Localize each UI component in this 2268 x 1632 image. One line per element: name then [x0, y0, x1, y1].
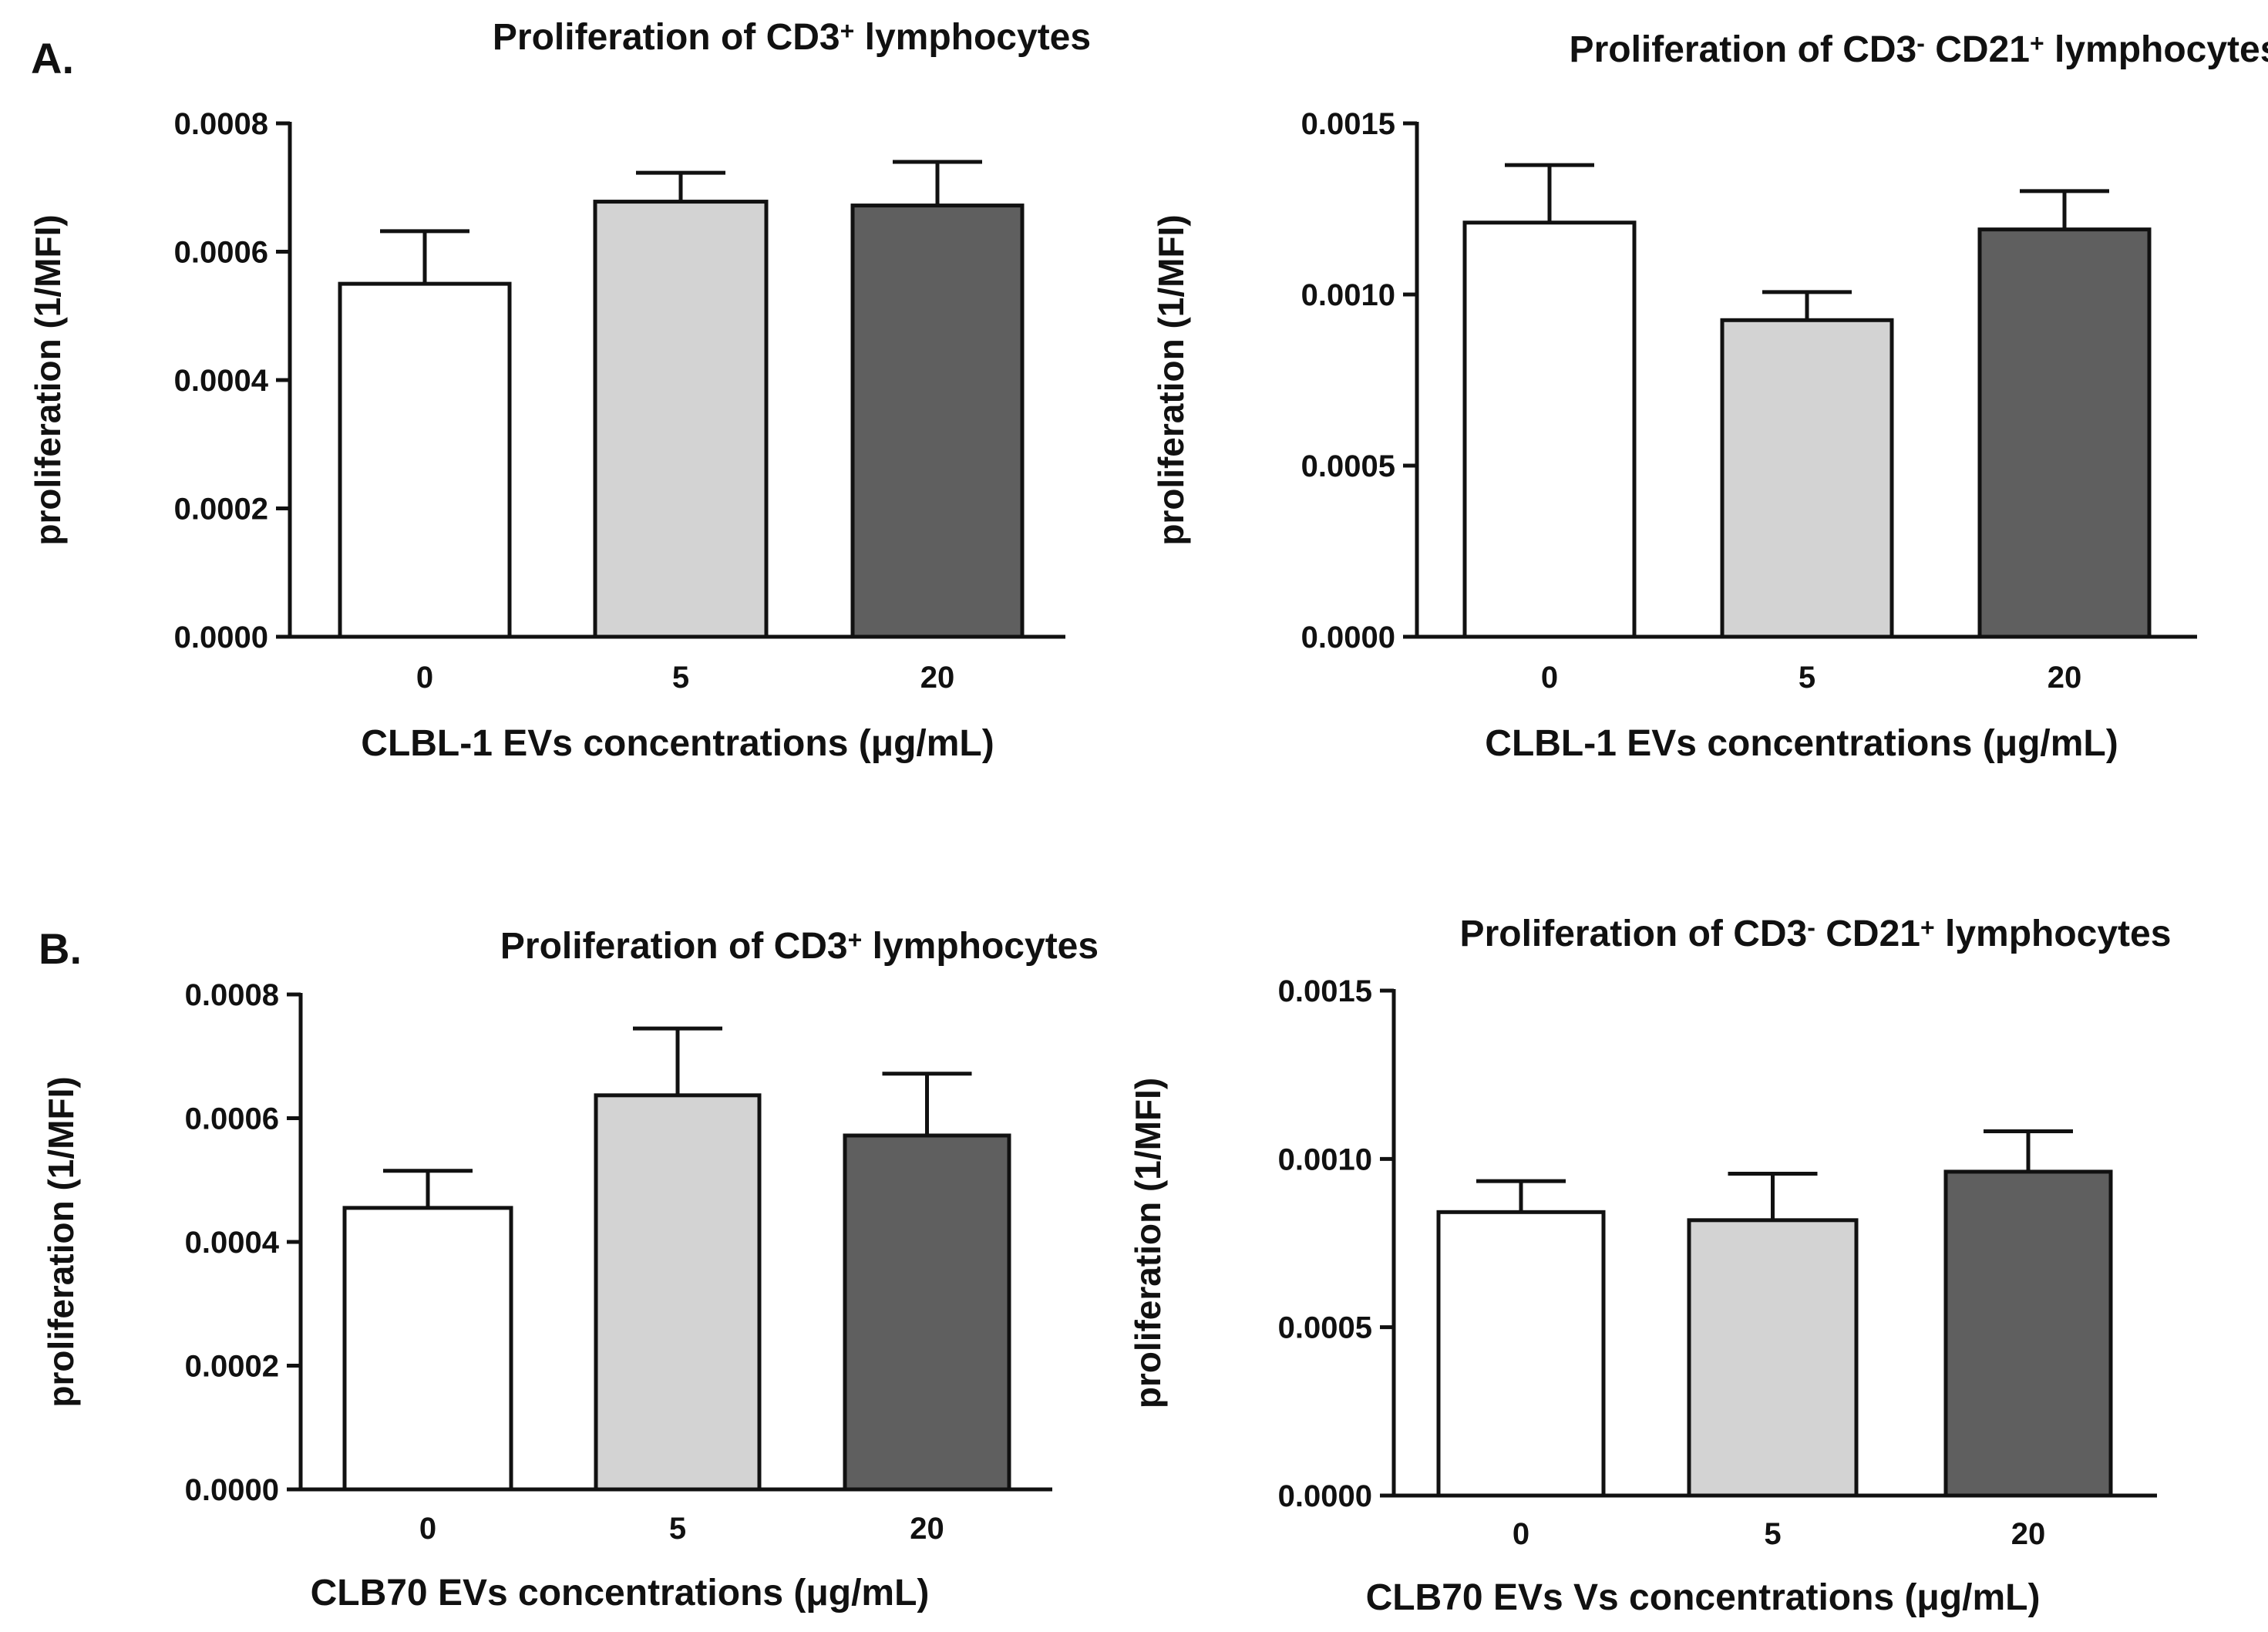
- x-tick-label: 5: [669, 1512, 686, 1546]
- chart-title: Proliferation of CD3+ lymphocytes: [493, 17, 1091, 58]
- title-text: Proliferation of CD3: [1570, 29, 1917, 70]
- title-text: lymphocytes: [1935, 914, 2172, 954]
- y-tick-label: 0.0008: [174, 107, 268, 141]
- chart-panel-1: A. Proliferation of CD3+ lymphocytes 0 5 20 0…: [28, 17, 1091, 764]
- title-superscript: +: [1920, 914, 1935, 941]
- chart-title: Proliferation of CD3- CD21+ lymphocytes: [1570, 29, 2268, 70]
- bar-20: [850, 204, 1025, 639]
- x-tick-label: 20: [920, 661, 955, 695]
- x-axis-label: CLB70 EVs concentrations (μg/mL): [311, 1573, 930, 1613]
- chart-panel-2: Proliferation of CD3- CD21+ lymphocytes 0…: [1151, 29, 2268, 764]
- bar-20: [843, 1133, 1011, 1492]
- title-text: CD21: [1815, 914, 1920, 954]
- y-tick-label: 0.0004: [174, 364, 269, 398]
- y-tick-label: 0.0004: [185, 1226, 280, 1260]
- y-tick-label: 0.0002: [185, 1350, 279, 1384]
- title-text: lymphocytes: [862, 926, 1099, 967]
- x-tick-label: 0: [416, 661, 433, 695]
- y-tick-label: 0.0015: [1301, 107, 1395, 141]
- x-axis-label: CLBL-1 EVs concentrations (μg/mL): [361, 723, 994, 764]
- y-axis-label: proliferation (1/MFI): [1128, 1078, 1168, 1408]
- bar-0: [1436, 1210, 1606, 1498]
- title-superscript: +: [848, 926, 863, 954]
- y-tick-label: 0.0015: [1278, 974, 1372, 1008]
- x-tick-label: 5: [672, 661, 689, 695]
- title-superscript: +: [2030, 29, 2044, 57]
- y-tick-label: 0.0002: [174, 493, 268, 527]
- title-text: lymphocytes: [2044, 29, 2268, 70]
- title-superscript: -: [1807, 914, 1815, 941]
- bar-5: [593, 200, 769, 639]
- bar-0: [342, 1206, 513, 1492]
- bar-5: [1687, 1218, 1859, 1498]
- y-axis-label: proliferation (1/MFI): [28, 214, 68, 545]
- x-tick-label: 5: [1764, 1517, 1781, 1551]
- title-text: Proliferation of CD3: [1460, 914, 1808, 954]
- chart-panel-4: Proliferation of CD3- CD21+ lymphocytes 0…: [1128, 914, 2171, 1618]
- title-superscript: +: [840, 17, 855, 45]
- y-tick-label: 0.0006: [174, 236, 268, 270]
- title-text: CD21: [1925, 29, 2030, 70]
- y-tick-label: 0.0010: [1301, 278, 1395, 312]
- y-axis-label: proliferation (1/MFI): [1151, 214, 1191, 545]
- y-tick-label: 0.0000: [1301, 621, 1395, 654]
- y-tick-label: 0.0005: [1301, 449, 1395, 483]
- y-tick-label: 0.0010: [1278, 1142, 1372, 1176]
- x-axis-label: CLB70 EVs Vs concentrations (μg/mL): [1366, 1577, 2041, 1618]
- x-tick-label: 5: [1799, 661, 1815, 695]
- chart-title: Proliferation of CD3- CD21+ lymphocytes: [1460, 914, 2172, 954]
- x-axis-label: CLBL-1 EVs concentrations (μg/mL): [1485, 723, 2118, 764]
- title-text: lymphocytes: [854, 17, 1091, 58]
- y-tick-label: 0.0000: [185, 1473, 279, 1507]
- y-tick-label: 0.0005: [1278, 1311, 1372, 1345]
- x-tick-label: 0: [1541, 661, 1558, 695]
- y-tick-label: 0.0008: [185, 978, 279, 1012]
- x-tick-label: 20: [2011, 1517, 2046, 1551]
- chart-title: Proliferation of CD3+ lymphocytes: [500, 926, 1099, 967]
- bar-5: [1720, 318, 1894, 639]
- x-tick-label: 20: [2048, 661, 2082, 695]
- y-axis-label: proliferation (1/MFI): [41, 1076, 81, 1407]
- panel-label: B.: [39, 924, 82, 973]
- bar-0: [1462, 220, 1637, 639]
- bar-20: [1977, 227, 2152, 639]
- bar-5: [594, 1093, 762, 1492]
- title-text: Proliferation of CD3: [500, 926, 848, 967]
- chart-panel-3: B. Proliferation of CD3+ lymphocytes 0 5 20 0…: [39, 924, 1099, 1613]
- x-tick-label: 0: [1513, 1517, 1529, 1551]
- bar-0: [338, 281, 512, 639]
- title-superscript: -: [1916, 29, 1925, 57]
- panel-label: A.: [31, 34, 74, 82]
- bar-20: [1943, 1169, 2113, 1498]
- y-tick-label: 0.0006: [185, 1102, 279, 1136]
- y-tick-label: 0.0000: [174, 621, 268, 654]
- x-tick-label: 20: [910, 1512, 944, 1546]
- title-text: Proliferation of CD3: [493, 17, 840, 58]
- y-tick-label: 0.0000: [1278, 1479, 1372, 1513]
- x-tick-label: 0: [419, 1512, 436, 1546]
